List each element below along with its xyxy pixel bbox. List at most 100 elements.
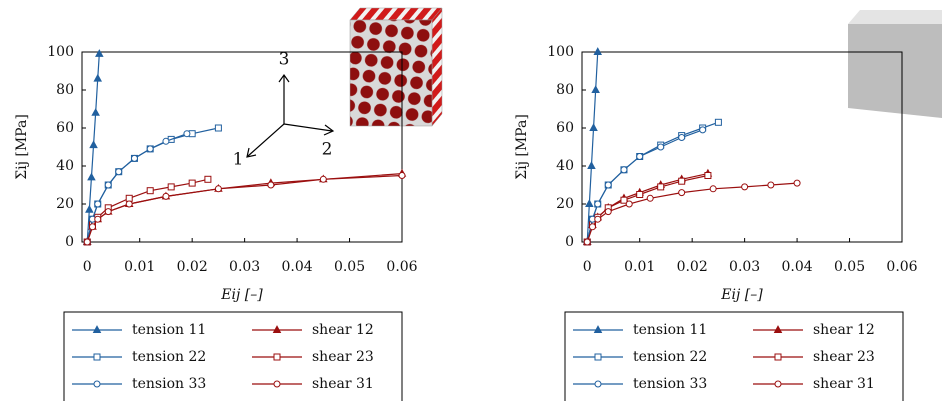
legend-label: shear 31: [813, 376, 875, 392]
marker: [604, 208, 612, 216]
marker: [594, 215, 602, 223]
x-tick-label: 0: [583, 259, 592, 275]
legend-marker: [774, 353, 782, 361]
legend-marker: [93, 353, 101, 361]
legend-label: shear 23: [813, 349, 875, 365]
marker: [636, 191, 644, 198]
series-line: [586, 51, 599, 243]
y-tick-label: 100: [547, 44, 574, 60]
marker: [583, 238, 591, 246]
y-tick-label: 0: [565, 234, 574, 250]
marker: [319, 175, 327, 183]
marker: [678, 189, 686, 197]
marker: [793, 179, 801, 187]
legend-label: tension 22: [633, 349, 707, 365]
marker: [657, 183, 665, 191]
legend-label: tension 22: [132, 349, 206, 365]
marker: [767, 181, 775, 189]
marker: [709, 185, 717, 193]
x-tick-label: 0.06: [886, 259, 917, 275]
axis-annotation: 1: [233, 150, 244, 170]
legend-marker: [272, 325, 282, 333]
axis-annotation: 2: [322, 140, 333, 160]
marker: [104, 181, 112, 189]
marker: [704, 172, 712, 179]
x-tick-label: 0: [83, 259, 92, 275]
legend-box: [63, 311, 403, 401]
marker: [204, 175, 212, 183]
legend-label: shear 31: [312, 376, 374, 392]
marker: [94, 200, 102, 208]
x-axis-label: Eij [–]: [720, 287, 763, 303]
y-axis-label: Σij [MPa]: [14, 114, 30, 180]
x-axis-label: Eij [–]: [220, 287, 263, 303]
marker: [162, 192, 170, 200]
series-line: [586, 129, 703, 243]
legend-marker: [594, 353, 602, 361]
marker: [214, 185, 222, 193]
series-line: [586, 182, 798, 243]
legend-marker: [774, 380, 782, 388]
marker: [678, 177, 686, 185]
marker: [636, 153, 644, 160]
y-tick-label: 20: [56, 196, 74, 212]
marker: [89, 140, 98, 149]
legend-marker: [273, 380, 281, 388]
legend-label: tension 33: [132, 376, 206, 392]
legend-box: [564, 311, 904, 401]
marker: [94, 215, 102, 223]
x-tick-label: 0.03: [229, 259, 260, 275]
axis-annotation: 3: [279, 50, 290, 70]
legend-label: shear 12: [813, 322, 875, 338]
marker: [104, 208, 112, 216]
marker: [162, 137, 170, 145]
marker: [625, 200, 633, 208]
marker: [214, 124, 222, 132]
marker: [125, 200, 133, 208]
homogeneous-slab: [848, 10, 942, 118]
x-tick-label: 0.05: [334, 259, 365, 275]
x-tick-label: 0.01: [124, 259, 155, 275]
marker: [587, 161, 596, 169]
marker: [591, 85, 600, 93]
y-tick-label: 40: [556, 158, 574, 174]
y-tick-label: 60: [556, 120, 574, 136]
marker: [183, 130, 191, 138]
marker: [95, 49, 104, 57]
legend-marker: [273, 353, 281, 361]
legend-label: shear 12: [312, 322, 374, 338]
marker: [130, 154, 138, 162]
legend-marker: [773, 325, 783, 333]
marker: [657, 143, 665, 151]
y-tick-label: 40: [56, 158, 74, 174]
x-tick-label: 0.03: [729, 259, 760, 275]
marker: [85, 204, 94, 213]
y-tick-label: 100: [47, 44, 74, 60]
marker: [585, 199, 594, 207]
marker: [267, 181, 275, 189]
legend-marker: [594, 380, 602, 388]
x-tick-label: 0.02: [677, 259, 708, 275]
legend-label: tension 11: [633, 322, 707, 338]
x-tick-label: 0.04: [781, 259, 812, 275]
marker: [604, 181, 612, 189]
marker: [594, 200, 602, 208]
marker: [714, 118, 722, 126]
marker: [741, 183, 749, 191]
marker: [167, 183, 175, 191]
y-tick-label: 60: [56, 120, 74, 136]
marker: [588, 223, 596, 231]
composite-cube: [349, 7, 443, 127]
series-line: [86, 173, 403, 243]
x-tick-label: 0.01: [624, 259, 655, 275]
y-tick-label: 20: [556, 196, 574, 212]
marker: [188, 179, 196, 187]
marker: [398, 172, 406, 179]
marker: [146, 187, 154, 195]
marker: [93, 73, 103, 82]
coordinate-arrows: [246, 73, 335, 158]
legend-label: tension 33: [633, 376, 707, 392]
marker: [589, 123, 598, 131]
marker: [91, 107, 100, 116]
plot-frame: [581, 51, 903, 243]
